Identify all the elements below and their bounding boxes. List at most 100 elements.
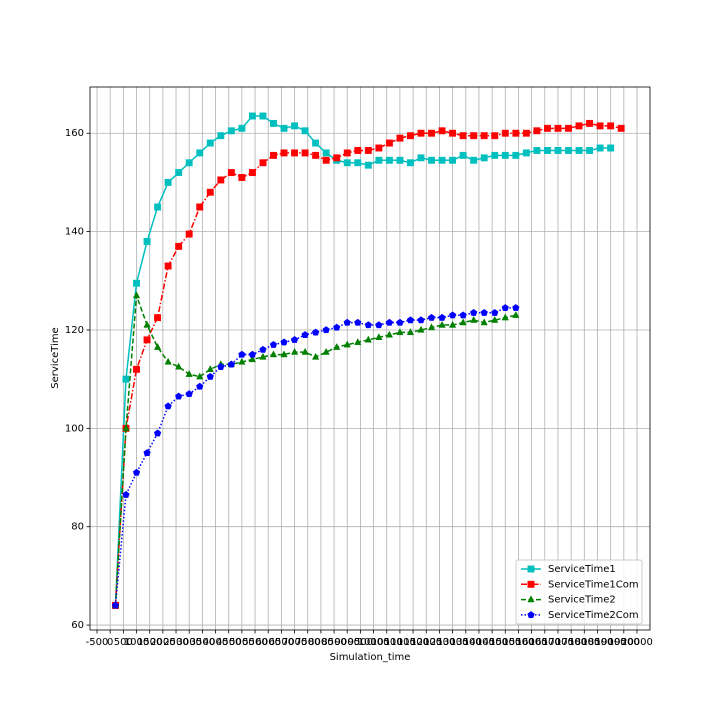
marker [533,127,541,135]
marker [312,352,320,360]
x-tick-label: 11000 [384,637,416,648]
marker [206,188,214,196]
marker [385,330,394,338]
y-tick-label: 80 [71,522,84,533]
legend-label: ServiceTime2 [548,595,616,606]
x-tick-label: 15000 [489,637,521,648]
marker [448,320,457,328]
marker [470,132,478,140]
marker [175,362,183,370]
marker [248,350,257,358]
marker [206,372,214,380]
marker [565,124,572,132]
marker [480,154,488,162]
marker [343,340,351,348]
x-tick-label: 20000 [621,637,653,648]
marker [238,357,246,365]
marker [417,316,425,324]
marker [133,279,140,287]
marker [290,335,299,343]
legend-label: ServiceTime1 [548,564,616,575]
legend-label: ServiceTime1Com [548,579,639,590]
marker [533,146,541,154]
marker [501,313,509,321]
marker [291,122,299,130]
x-tick-label: 6500 [269,637,294,648]
marker [132,468,141,476]
marker [491,132,499,140]
x-tick-label: 11500 [397,637,429,648]
marker [185,390,193,398]
marker [206,139,214,147]
marker [512,311,520,318]
marker [143,336,151,344]
marker [122,490,130,498]
marker [459,132,467,140]
marker [322,347,330,355]
marker [522,129,530,137]
marker [480,132,488,140]
x-tick-label: 2000 [150,637,175,648]
marker [238,124,246,132]
marker [153,429,162,437]
marker [122,424,130,431]
marker [154,203,162,211]
marker [217,176,225,184]
marker [438,127,446,135]
marker [312,139,320,147]
marker [364,335,372,343]
marker [291,149,299,157]
x-tick-label: 12500 [424,637,456,648]
marker [164,402,172,410]
marker [259,112,267,120]
marker [501,151,509,159]
marker [143,237,151,245]
marker [354,146,362,154]
marker [448,311,457,319]
marker [133,365,140,373]
marker [375,156,383,164]
marker [491,315,499,323]
marker [385,139,393,147]
legend-box [515,559,643,625]
x-tick-label: 19500 [608,637,640,648]
marker [143,449,151,457]
marker [312,151,320,159]
marker [196,382,204,390]
y-tick-label: 60 [71,620,84,631]
marker [196,372,204,380]
x-tick-label: 18000 [568,637,600,648]
marker [259,345,267,353]
marker [512,304,520,311]
marker [364,321,372,329]
marker [396,328,404,336]
marker [522,149,530,157]
y-tick-label: 100 [65,423,84,434]
marker [554,146,562,154]
x-tick-label: 8000 [308,637,333,648]
marker [407,132,414,140]
marker [427,323,436,331]
marker [512,151,520,159]
x-axis-label: Simulation_time [330,652,411,663]
x-tick-label: 9000 [335,637,360,648]
legend: ServiceTime1 ServiceTime1Com ServiceTime2 S… [515,559,643,625]
marker [354,159,362,167]
marker [280,350,288,358]
x-tick-label: 8500 [321,637,346,648]
marker [259,159,267,167]
marker [322,156,330,164]
marker [375,333,383,341]
marker [270,151,277,159]
marker [343,159,351,167]
x-tick-label: 9500 [348,637,373,648]
x-tick-label: 500 [114,637,133,648]
x-tick-label: 12000 [410,637,442,648]
marker [438,156,446,164]
marker [164,262,172,270]
marker [322,149,330,157]
marker [333,154,341,162]
marker [385,156,393,164]
marker [459,311,467,319]
marker [217,363,225,370]
